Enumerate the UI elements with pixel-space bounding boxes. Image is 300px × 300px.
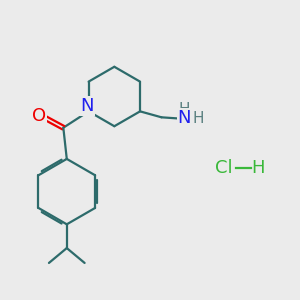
Text: N: N [80, 97, 94, 115]
Text: N: N [178, 109, 191, 127]
Text: Cl: Cl [215, 159, 233, 177]
Text: O: O [32, 107, 46, 125]
Text: H: H [193, 111, 204, 126]
Text: H: H [178, 102, 190, 117]
Text: H: H [252, 159, 265, 177]
